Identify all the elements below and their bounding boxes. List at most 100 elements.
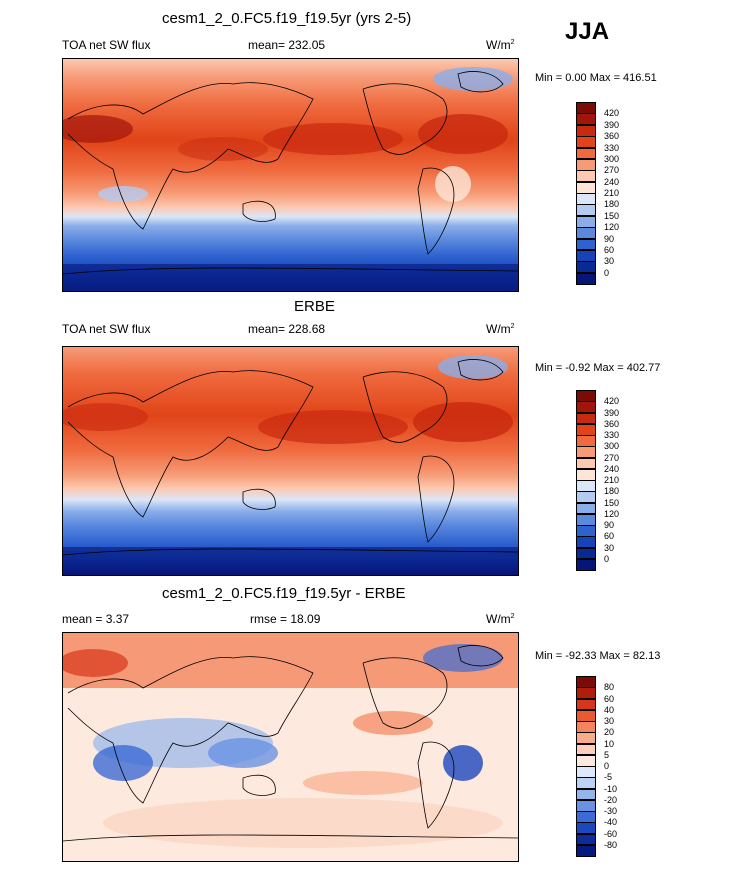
panel-3-map xyxy=(62,632,519,862)
colorbar-tick-label: 420 xyxy=(604,108,620,119)
colorbar-cell xyxy=(576,147,596,160)
colorbar-cell xyxy=(576,390,596,402)
colorbar-tick-label: 60 xyxy=(604,244,615,255)
colorbar-cell xyxy=(576,480,596,492)
panel-1-mean-label: mean= 232.05 xyxy=(248,38,326,52)
colorbar-tick-label: 300 xyxy=(604,153,620,164)
colorbar-cell xyxy=(576,536,596,548)
panel-3-map-field xyxy=(63,633,518,861)
colorbar-cell xyxy=(576,721,596,733)
colorbar-tick-label: 240 xyxy=(604,176,620,187)
colorbar-cell xyxy=(576,193,596,205)
panel-3-min-max: Min = -92.33 Max = 82.13 xyxy=(535,650,661,662)
colorbar-cell xyxy=(576,788,596,801)
colorbar-tick-label: -60 xyxy=(604,828,618,839)
colorbar-tick-label: 270 xyxy=(604,452,620,463)
panel-3-units: W/m2 xyxy=(486,612,515,626)
colorbar-tick-label: 360 xyxy=(604,418,620,429)
colorbar-tick-label: 330 xyxy=(604,142,620,153)
colorbar-tick-label: 240 xyxy=(604,463,620,474)
panel-2-map-field xyxy=(63,347,518,575)
colorbar-tick-label: 120 xyxy=(604,508,620,519)
colorbar-cell xyxy=(576,215,596,228)
season-label: JJA xyxy=(565,18,610,45)
colorbar-cell xyxy=(576,822,596,834)
colorbar-cell xyxy=(576,124,596,137)
colorbar-cell xyxy=(576,457,596,470)
colorbar-tick-label: -10 xyxy=(604,783,618,794)
colorbar-cell xyxy=(576,525,596,537)
panel-2-variable-label: TOA net SW flux xyxy=(62,322,151,336)
colorbar-tick-label: 210 xyxy=(604,188,620,198)
colorbar-cell xyxy=(576,468,596,481)
colorbar-cell xyxy=(576,513,596,526)
colorbar-tick-label: 10 xyxy=(604,738,615,749)
colorbar-cell xyxy=(576,423,596,436)
colorbar-tick-label: 120 xyxy=(604,222,620,233)
colorbar-cell xyxy=(576,676,596,688)
colorbar-tick-label: 60 xyxy=(604,531,615,542)
panel-1-map xyxy=(62,58,519,292)
colorbar-tick-label: 150 xyxy=(604,497,620,508)
colorbar-tick-label: 40 xyxy=(604,704,615,715)
colorbar-tick-label: 0 xyxy=(604,553,610,564)
colorbar-cell xyxy=(576,136,596,148)
colorbar-tick-label: 5 xyxy=(604,749,610,760)
colorbar-tick-label: 150 xyxy=(604,210,620,221)
colorbar-cell xyxy=(576,227,596,239)
panel-1-min-max: Min = 0.00 Max = 416.51 xyxy=(535,72,657,84)
colorbar-cell xyxy=(576,446,596,458)
colorbar-cell xyxy=(576,844,596,857)
colorbar-cell xyxy=(576,261,596,274)
colorbar-tick-label: 180 xyxy=(604,486,620,497)
colorbar-cell xyxy=(576,754,596,767)
colorbar-tick-label: -30 xyxy=(604,806,618,816)
panel-1-map-field xyxy=(63,59,518,291)
colorbar-tick-label: -80 xyxy=(604,839,618,850)
colorbar-tick-label: 90 xyxy=(604,520,615,530)
panel-1-units: W/m2 xyxy=(486,38,515,52)
colorbar-cell xyxy=(576,698,596,711)
panel-3-colorbar: 80 60 40 30 20 10 5 0 -5 -10 -20 -30 -40 -60 -80 xyxy=(576,676,617,857)
colorbar-tick-label: 80 xyxy=(604,682,615,693)
colorbar-tick-label: 210 xyxy=(604,475,620,485)
panel-2-units: W/m2 xyxy=(486,322,515,336)
colorbar-cell xyxy=(576,113,596,126)
colorbar-tick-label: 180 xyxy=(604,199,620,210)
colorbar-cell xyxy=(576,687,596,699)
colorbar-cell xyxy=(576,238,596,251)
colorbar-tick-label: 360 xyxy=(604,131,620,142)
colorbar-cell xyxy=(576,709,596,722)
colorbar-cell xyxy=(576,102,596,114)
colorbar-tick-label: 330 xyxy=(604,430,620,440)
panel-2-colorbar: 420 390 360 330 300 270 240 210 180 150 120 90 60 30 0 xyxy=(576,390,619,571)
colorbar-cell xyxy=(576,249,596,262)
panel-3-mean-label: mean = 3.37 xyxy=(62,612,130,626)
colorbar-cell xyxy=(576,547,596,560)
panel-2-title: ERBE xyxy=(294,298,335,315)
colorbar-tick-label: 30 xyxy=(604,542,615,553)
colorbar-cell xyxy=(576,811,596,823)
colorbar-cell xyxy=(576,766,596,778)
colorbar-cell xyxy=(576,558,596,571)
panel-2-min-max: Min = -0.92 Max = 402.77 xyxy=(535,362,661,374)
colorbar-tick-label: 90 xyxy=(604,233,615,244)
colorbar-tick-label: 60 xyxy=(604,693,615,704)
colorbar-tick-label: 300 xyxy=(604,441,620,452)
colorbar-cell xyxy=(576,799,596,812)
colorbar-tick-label: -20 xyxy=(604,794,618,805)
colorbar-cell xyxy=(576,170,596,183)
colorbar-cell xyxy=(576,412,596,425)
panel-1-title: cesm1_2_0.FC5.f19_f19.5yr (yrs 2-5) xyxy=(162,10,412,27)
colorbar-cell xyxy=(576,833,596,846)
colorbar-cell xyxy=(576,777,596,789)
colorbar-tick-label: 20 xyxy=(604,727,615,738)
panel-1-colorbar: 420 390 360 330 300 270 240 210 180 150 120 90 60 30 0 xyxy=(576,102,619,285)
panel-1-variable-label: TOA net SW flux xyxy=(62,38,151,52)
panel-2-mean-label: mean= 228.68 xyxy=(248,322,326,336)
colorbar-tick-label: -5 xyxy=(604,772,613,783)
colorbar-tick-label: 420 xyxy=(604,396,620,407)
colorbar-tick-label: 390 xyxy=(604,119,620,130)
panel-2-coastlines xyxy=(63,359,518,556)
colorbar-cell xyxy=(576,401,596,413)
